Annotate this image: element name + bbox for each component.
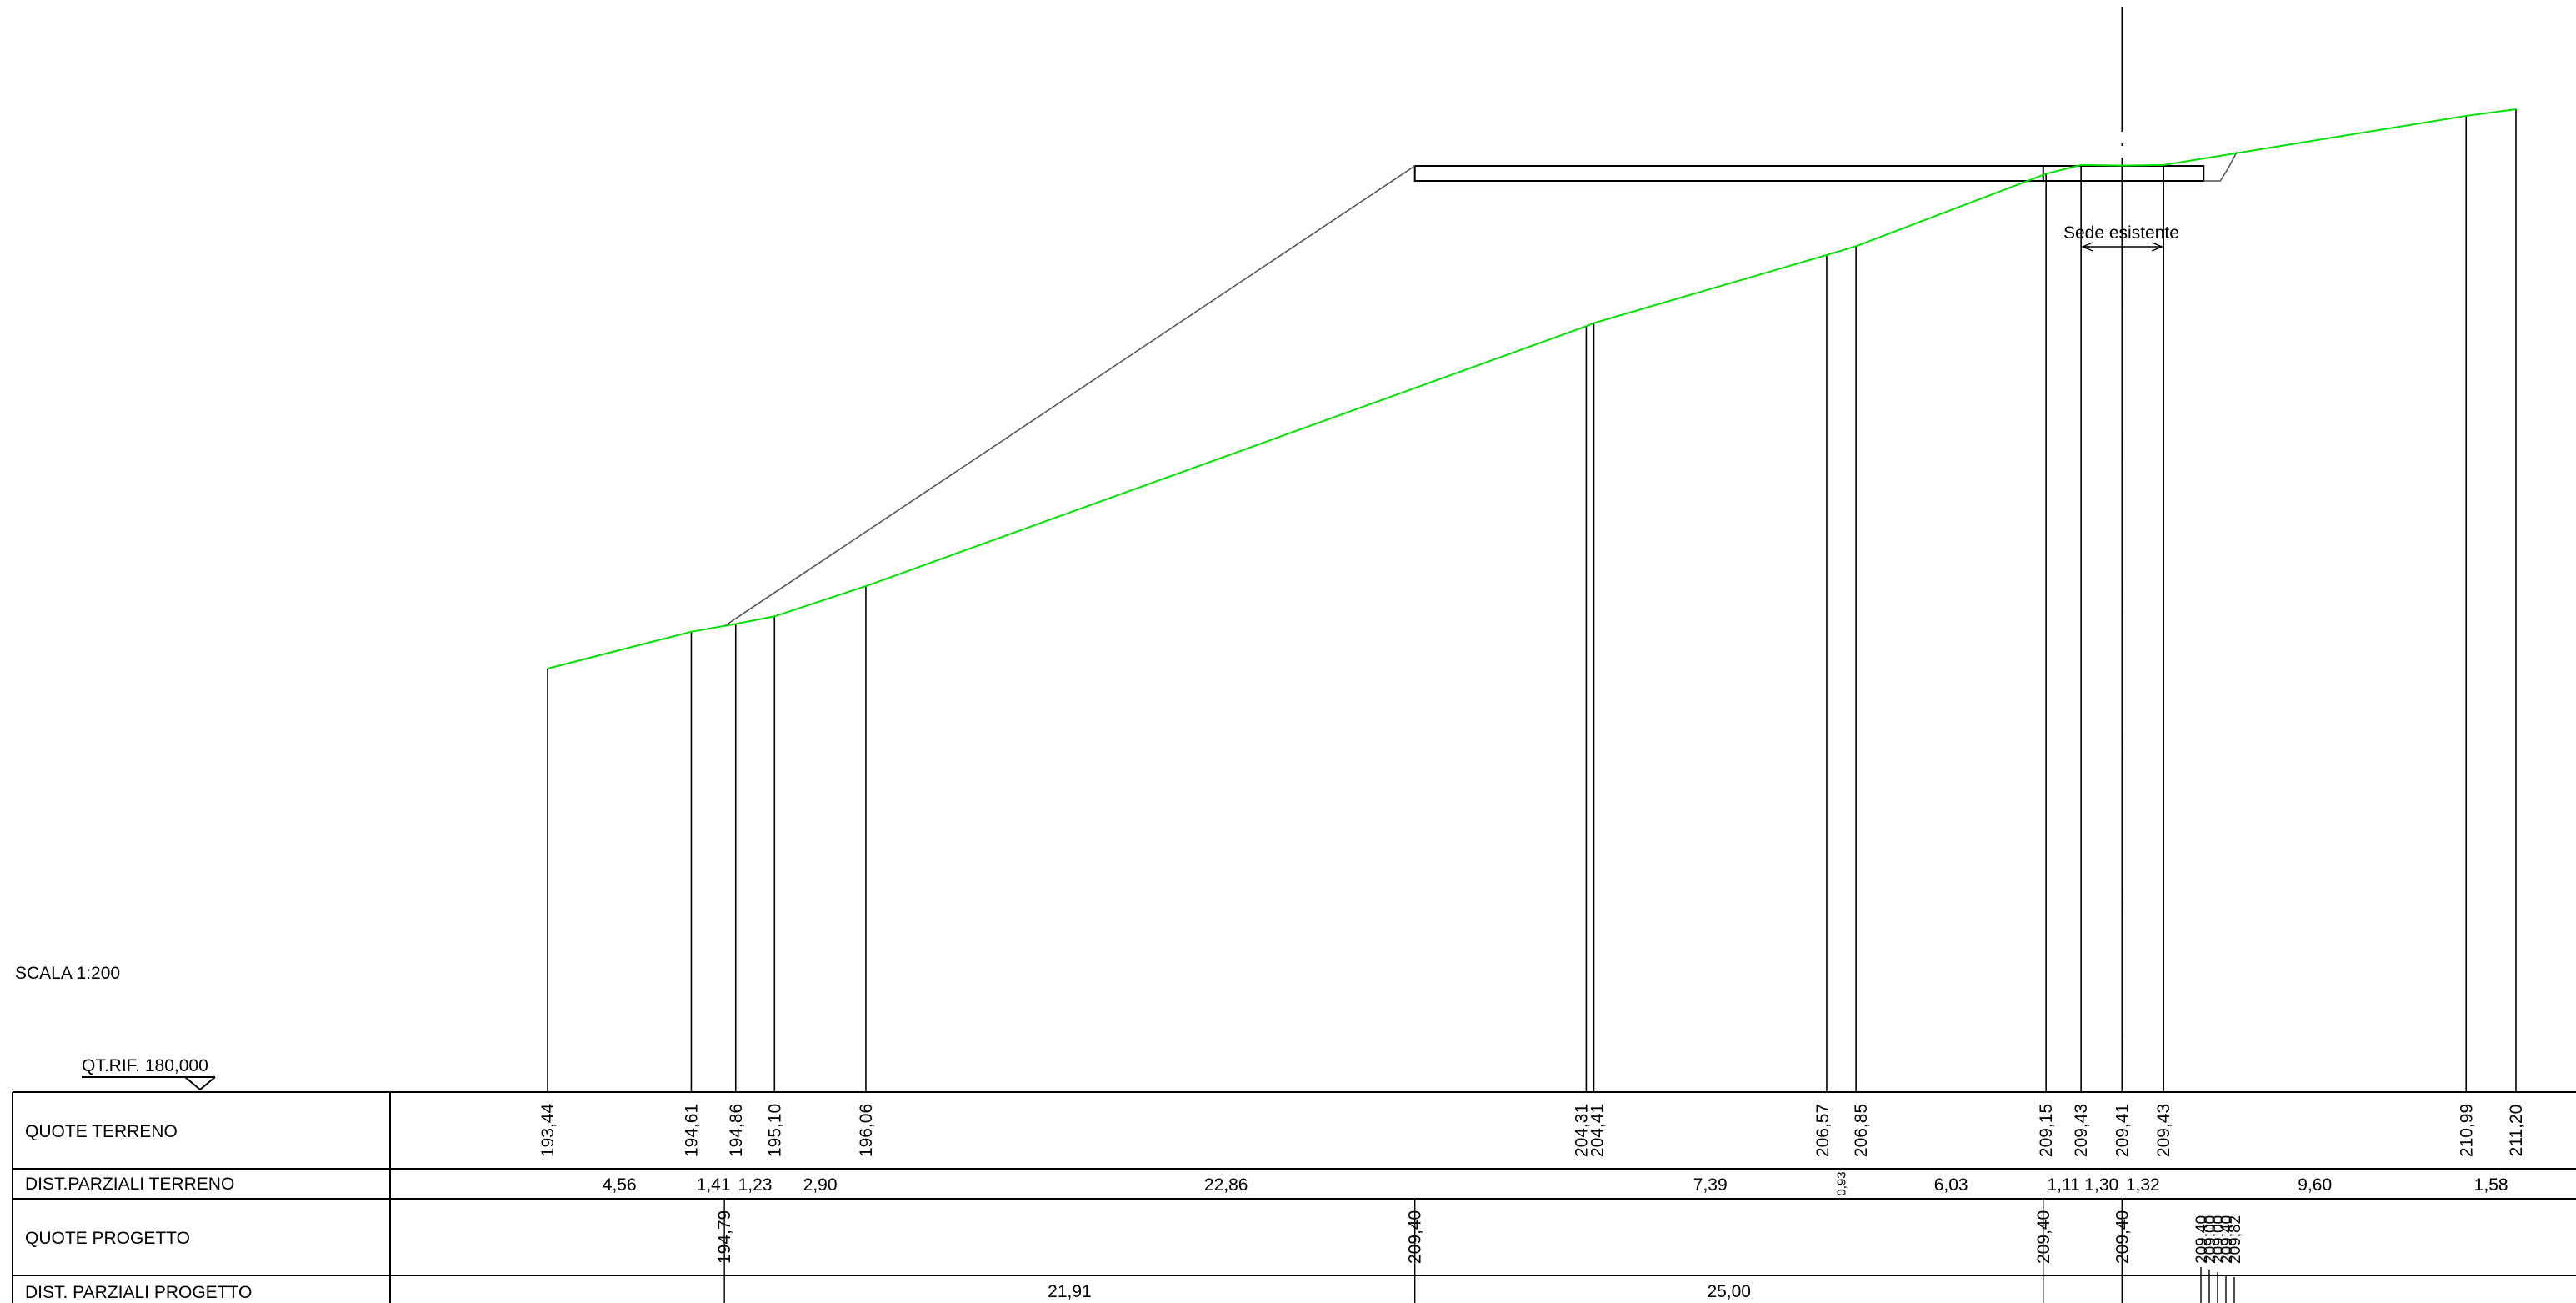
terrain-line bbox=[547, 108, 2517, 669]
terrain-partial-7: 0,93 bbox=[1835, 1171, 1849, 1195]
annotation-layer: Sede esistente bbox=[2063, 223, 2179, 252]
reference-quota-label: QT.RIF. 180,000 bbox=[82, 1056, 208, 1075]
terrain-partial-11: 1,32 bbox=[2126, 1175, 2160, 1195]
row-label-dist-parziali-terreno: DIST.PARZIALI TERRENO bbox=[25, 1175, 234, 1194]
project-elevation-3: 209,40 bbox=[2113, 1210, 2132, 1264]
terrain-elevation-9: 209,15 bbox=[2037, 1104, 2056, 1157]
project-partial-0: 21,91 bbox=[1048, 1282, 1092, 1301]
terrain-partial-13: 1,58 bbox=[2474, 1175, 2508, 1195]
project-elevation-0: 194,79 bbox=[715, 1210, 734, 1264]
sede-arrow-right bbox=[2151, 242, 2164, 252]
terrain-partial-4: 22,86 bbox=[1204, 1175, 1248, 1195]
terrain-partial-3: 2,90 bbox=[803, 1175, 838, 1195]
road-platform bbox=[1413, 165, 2205, 183]
terrain-partial-10: 1,30 bbox=[2084, 1175, 2118, 1195]
cluster-elevation-3: 209,40 bbox=[2218, 1215, 2236, 1264]
terrain-elevation-4: 196,06 bbox=[857, 1104, 876, 1157]
terrain-partial-2: 1,23 bbox=[738, 1175, 773, 1195]
terrain-elevation-13: 210,99 bbox=[2457, 1104, 2476, 1157]
cluster-elevation-4: 209,82 bbox=[2227, 1215, 2244, 1264]
terrain-elevation-8: 206,85 bbox=[1852, 1104, 1871, 1157]
project-profile-layer bbox=[723, 165, 1416, 627]
terrain-elevation-10: 209,43 bbox=[2072, 1104, 2091, 1157]
profile-table bbox=[12, 1091, 2576, 1303]
terrain-elevation-0: 193,44 bbox=[538, 1104, 558, 1158]
table-values-layer: 193,44 194,61 194,86 195,10 196,06 204,31204,… bbox=[538, 1104, 2526, 1303]
terrain-elevation-1: 194,61 bbox=[682, 1104, 701, 1157]
existing-road-layer bbox=[1413, 151, 2238, 183]
row-label-quote-terreno: QUOTE TERRENO bbox=[25, 1122, 178, 1141]
project-elevation-1: 209,40 bbox=[1406, 1210, 1425, 1264]
row-label-dist-parziali-progetto: DIST. PARZIALI PROGETTO bbox=[25, 1283, 252, 1302]
terrain-partial-6: 7,39 bbox=[1693, 1175, 1728, 1195]
terrain-verticals-layer bbox=[547, 109, 2517, 1092]
terrain-partial-8: 6,03 bbox=[1934, 1175, 1968, 1195]
road-curb bbox=[2203, 151, 2238, 182]
terrain-elevation-5: 204,31 bbox=[1572, 1104, 1591, 1157]
terrain-profile-layer bbox=[547, 108, 2517, 669]
terrain-partial-0: 4,56 bbox=[603, 1175, 637, 1195]
terrain-partial-9: 1,11 bbox=[2047, 1175, 2079, 1195]
terrain-elevation-2: 194,86 bbox=[727, 1104, 746, 1157]
terrain-elevation-3: 195,10 bbox=[765, 1104, 784, 1157]
cluster-elevation-1: 209,00 bbox=[2202, 1215, 2219, 1264]
terrain-partial-12: 9,60 bbox=[2298, 1175, 2332, 1195]
project-elevation-2: 209,40 bbox=[2034, 1210, 2053, 1264]
row-label-quote-progetto: QUOTE PROGETTO bbox=[25, 1229, 190, 1248]
terrain-elevation-14: 211,20 bbox=[2507, 1105, 2526, 1157]
cluster-elevation-0: 209,40 bbox=[2193, 1215, 2211, 1264]
terrain-elevation-6: 204,41 bbox=[1588, 1104, 1607, 1157]
project-partial-1: 25,00 bbox=[1707, 1282, 1751, 1301]
project-slope-line bbox=[723, 165, 1416, 627]
sede-arrow-left bbox=[2081, 242, 2093, 252]
reference-quota-marker bbox=[82, 1076, 216, 1091]
sede-esistente-label: Sede esistente bbox=[2063, 223, 2179, 243]
scale-label: SCALA 1:200 bbox=[15, 964, 120, 983]
terrain-elevation-12: 209,43 bbox=[2154, 1104, 2173, 1157]
terrain-elevation-7: 206,57 bbox=[1813, 1104, 1833, 1157]
terrain-elevation-11: 209,41 bbox=[2113, 1104, 2132, 1157]
cluster-elevation-2: 209,00 bbox=[2210, 1215, 2228, 1264]
terrain-partial-1: 1,41 bbox=[697, 1175, 731, 1195]
